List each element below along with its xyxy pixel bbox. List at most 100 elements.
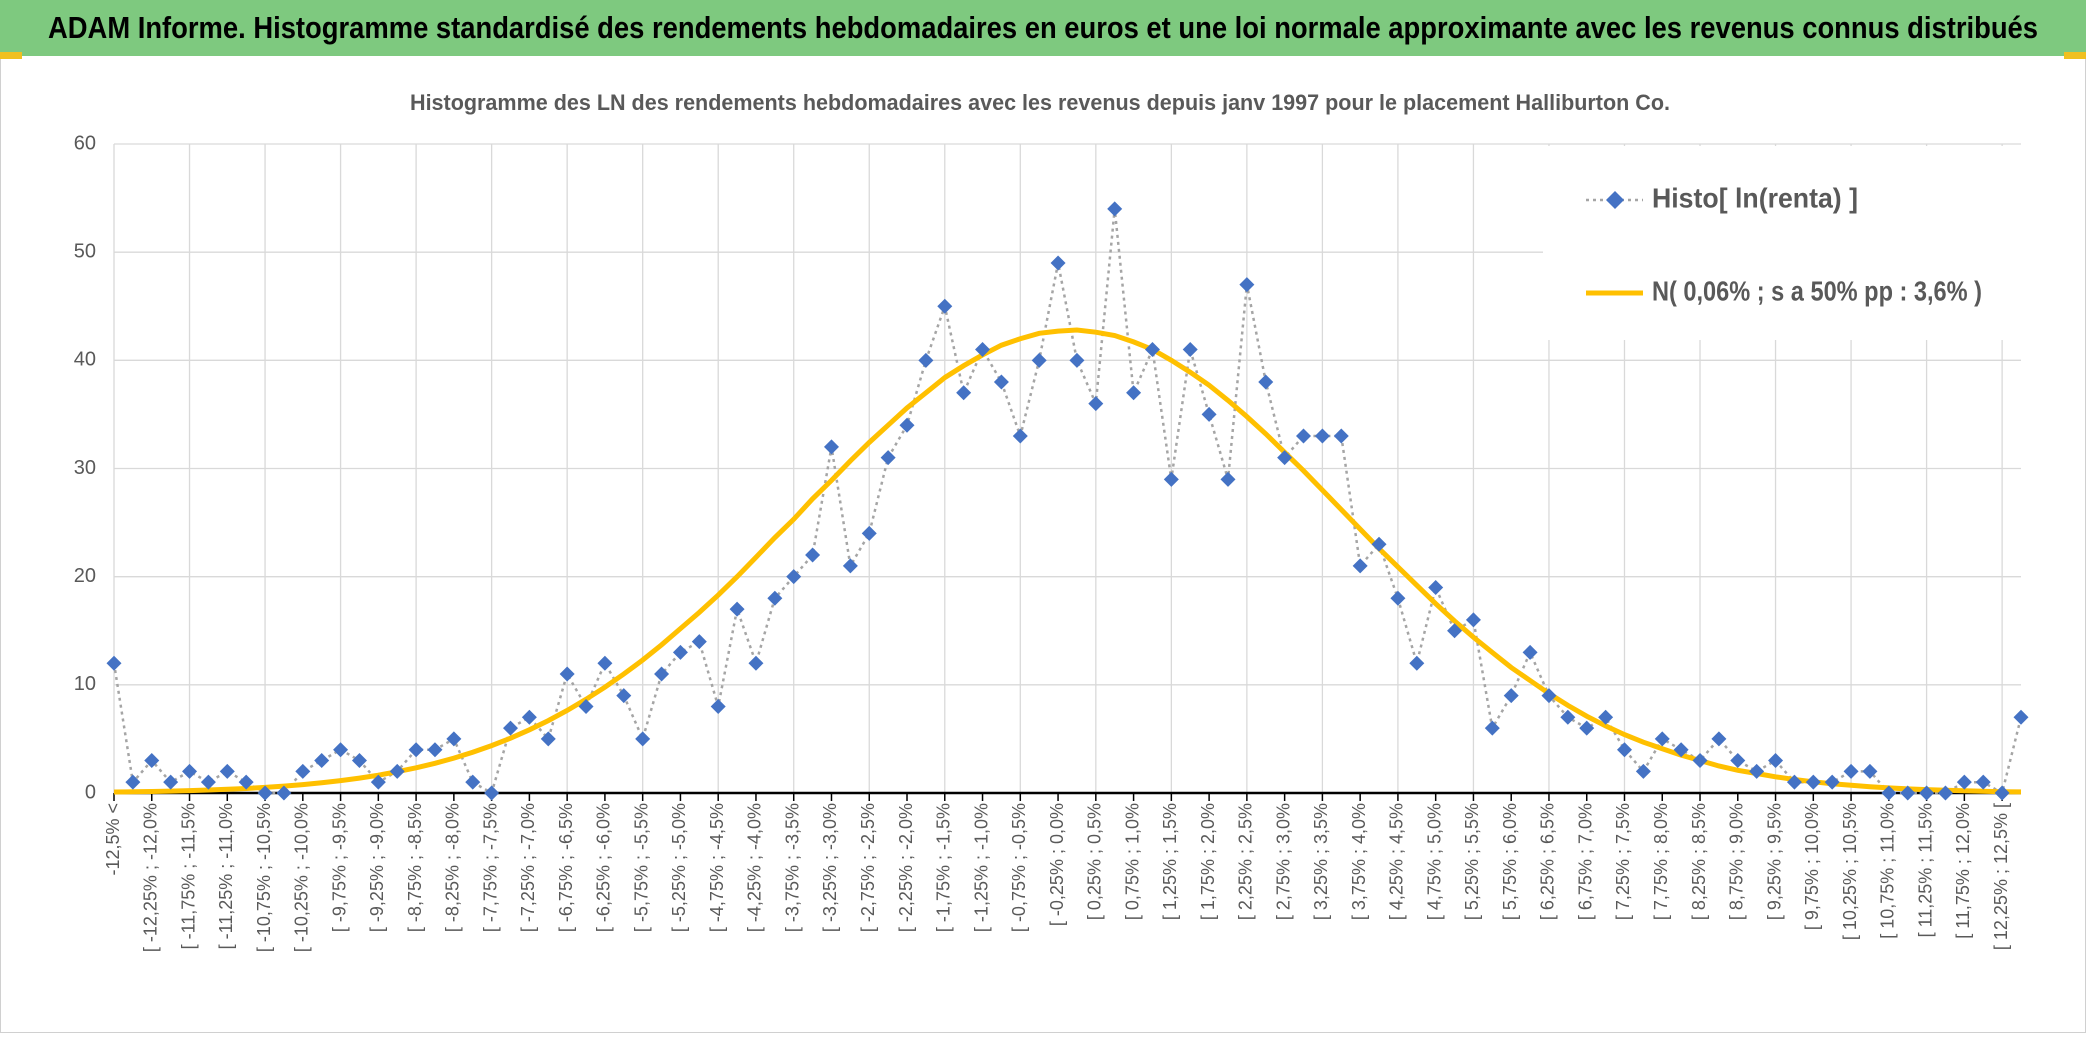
data-point xyxy=(786,569,802,585)
data-point xyxy=(370,774,386,790)
data-point xyxy=(1296,428,1312,444)
data-point xyxy=(1768,753,1784,769)
data-point xyxy=(1975,774,1991,790)
x-tick-label: [ 6,75% ; 7,0% xyxy=(1575,803,1595,920)
x-tick-label: [ 10,75% ; 11,0% xyxy=(1878,803,1898,939)
data-point xyxy=(540,731,556,747)
data-point xyxy=(767,590,783,606)
data-point xyxy=(1616,742,1632,758)
y-tick-label: 20 xyxy=(74,565,96,587)
data-point xyxy=(1069,352,1085,368)
data-point xyxy=(1673,742,1689,758)
x-tick-label: [ -5,75% ; -5,5% xyxy=(631,803,651,932)
x-tick-label: [ -2,75% ; -2,5% xyxy=(858,803,878,932)
legend-box xyxy=(1543,146,2029,340)
x-tick-label: [ -7,75% ; -7,5% xyxy=(480,803,500,932)
x-tick-label: [ 3,25% ; 3,5% xyxy=(1311,803,1331,920)
x-tick-label: [ 4,75% ; 5,0% xyxy=(1424,803,1444,920)
x-tick-label: [ -7,25% ; -7,0% xyxy=(518,803,538,932)
data-point xyxy=(1314,428,1330,444)
x-tick-label: [ -9,75% ; -9,5% xyxy=(329,803,349,932)
legend-label: N( 0,06% ; s a 50% pp : 3,6% ) xyxy=(1652,275,1982,306)
data-point xyxy=(182,763,198,779)
header-title: ADAM Informe. Histogramme standardisé de… xyxy=(48,10,2038,45)
y-tick-label: 60 xyxy=(74,132,96,154)
data-point xyxy=(937,298,953,314)
data-point xyxy=(842,558,858,574)
x-tick-label: [ 5,25% ; 5,5% xyxy=(1462,803,1482,920)
data-point xyxy=(484,785,500,801)
data-point xyxy=(1786,774,1802,790)
data-point xyxy=(1654,731,1670,747)
data-point xyxy=(295,763,311,779)
data-point xyxy=(918,352,934,368)
data-point xyxy=(408,742,424,758)
data-point xyxy=(446,731,462,747)
data-point xyxy=(1692,753,1708,769)
x-tick-label: [ 6,25% ; 6,5% xyxy=(1538,803,1558,920)
data-point xyxy=(1050,255,1066,271)
corner-accent xyxy=(2064,52,2086,59)
x-tick-label: [ 9,75% ; 10,0% xyxy=(1802,803,1822,930)
data-point xyxy=(125,774,141,790)
data-point xyxy=(1220,471,1236,487)
data-point xyxy=(1862,763,1878,779)
data-point xyxy=(1144,342,1160,358)
x-tick-label: [ -11,75% ; -11,5% xyxy=(178,803,198,949)
data-point xyxy=(1881,785,1897,801)
x-tick-label: [ 2,75% ; 3,0% xyxy=(1273,803,1293,920)
x-tick-label: [ -11,25% ; -11,0% xyxy=(216,803,236,949)
x-tick-label: [ 5,75% ; 6,0% xyxy=(1500,803,1520,920)
x-tick-label: [ 7,25% ; 7,5% xyxy=(1613,803,1633,920)
x-tick-label: [ -4,75% ; -4,5% xyxy=(707,803,727,932)
data-point xyxy=(1239,277,1255,293)
data-point xyxy=(805,547,821,563)
data-point xyxy=(635,731,651,747)
x-tick-label: [ -1,25% ; -1,0% xyxy=(971,803,991,932)
x-tick-label: [ 8,75% ; 9,0% xyxy=(1727,803,1747,920)
data-point xyxy=(1352,558,1368,574)
data-point xyxy=(1937,785,1953,801)
data-point xyxy=(521,709,537,725)
data-point xyxy=(144,753,160,769)
data-point xyxy=(1541,688,1557,704)
x-tick-label: [ 4,25% ; 4,5% xyxy=(1387,803,1407,920)
data-point xyxy=(1447,623,1463,639)
data-point xyxy=(1994,785,2010,801)
data-point xyxy=(1409,655,1425,671)
data-point xyxy=(993,374,1009,390)
data-point xyxy=(672,644,688,660)
x-tick-label: [ -6,75% ; -6,5% xyxy=(556,803,576,932)
data-point xyxy=(1900,785,1916,801)
x-tick-label: [ 0,75% ; 1,0% xyxy=(1122,803,1142,920)
x-tick-label: [ 8,25% ; 8,5% xyxy=(1689,803,1709,920)
data-point xyxy=(238,774,254,790)
corner-accent xyxy=(0,52,22,59)
data-point xyxy=(1163,471,1179,487)
x-tick-label: [ 9,25% ; 9,5% xyxy=(1764,803,1784,920)
data-point xyxy=(1503,688,1519,704)
data-point xyxy=(559,666,575,682)
data-point xyxy=(465,774,481,790)
x-tick-label: [ 7,75% ; 8,0% xyxy=(1651,803,1671,920)
data-point xyxy=(1333,428,1349,444)
x-tick-label: [ -2,25% ; -2,0% xyxy=(896,803,916,932)
x-tick-label: -12,5% < xyxy=(103,803,123,876)
data-point xyxy=(1088,396,1104,412)
data-point xyxy=(1919,785,1935,801)
x-tick-label: [ -10,75% ; -10,5% xyxy=(254,803,274,952)
data-point xyxy=(503,720,519,736)
x-tick-label: [ 2,25% ; 2,5% xyxy=(1236,803,1256,920)
x-tick-label: [ -9,25% ; -9,0% xyxy=(367,803,387,932)
data-point xyxy=(1730,753,1746,769)
data-point xyxy=(276,785,292,801)
x-tick-label: [ -5,25% ; -5,0% xyxy=(669,803,689,932)
data-point xyxy=(823,439,839,455)
data-point xyxy=(314,753,330,769)
data-point xyxy=(729,601,745,617)
data-point xyxy=(163,774,179,790)
data-point xyxy=(219,763,235,779)
chart-title: Histogramme des LN des rendements hebdom… xyxy=(410,90,1670,115)
data-point xyxy=(333,742,349,758)
